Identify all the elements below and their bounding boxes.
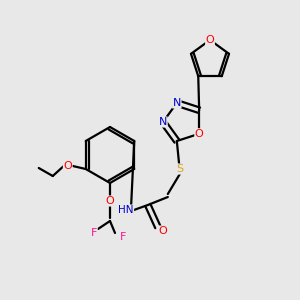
Text: F: F: [120, 232, 126, 242]
Text: O: O: [106, 196, 114, 206]
Text: N: N: [172, 98, 181, 108]
Text: O: O: [63, 161, 72, 171]
Text: S: S: [176, 164, 183, 174]
Text: F: F: [91, 228, 97, 238]
Text: O: O: [195, 129, 204, 139]
Text: O: O: [206, 35, 214, 45]
Text: O: O: [158, 226, 167, 236]
Text: N: N: [159, 117, 167, 127]
Text: HN: HN: [118, 205, 134, 215]
